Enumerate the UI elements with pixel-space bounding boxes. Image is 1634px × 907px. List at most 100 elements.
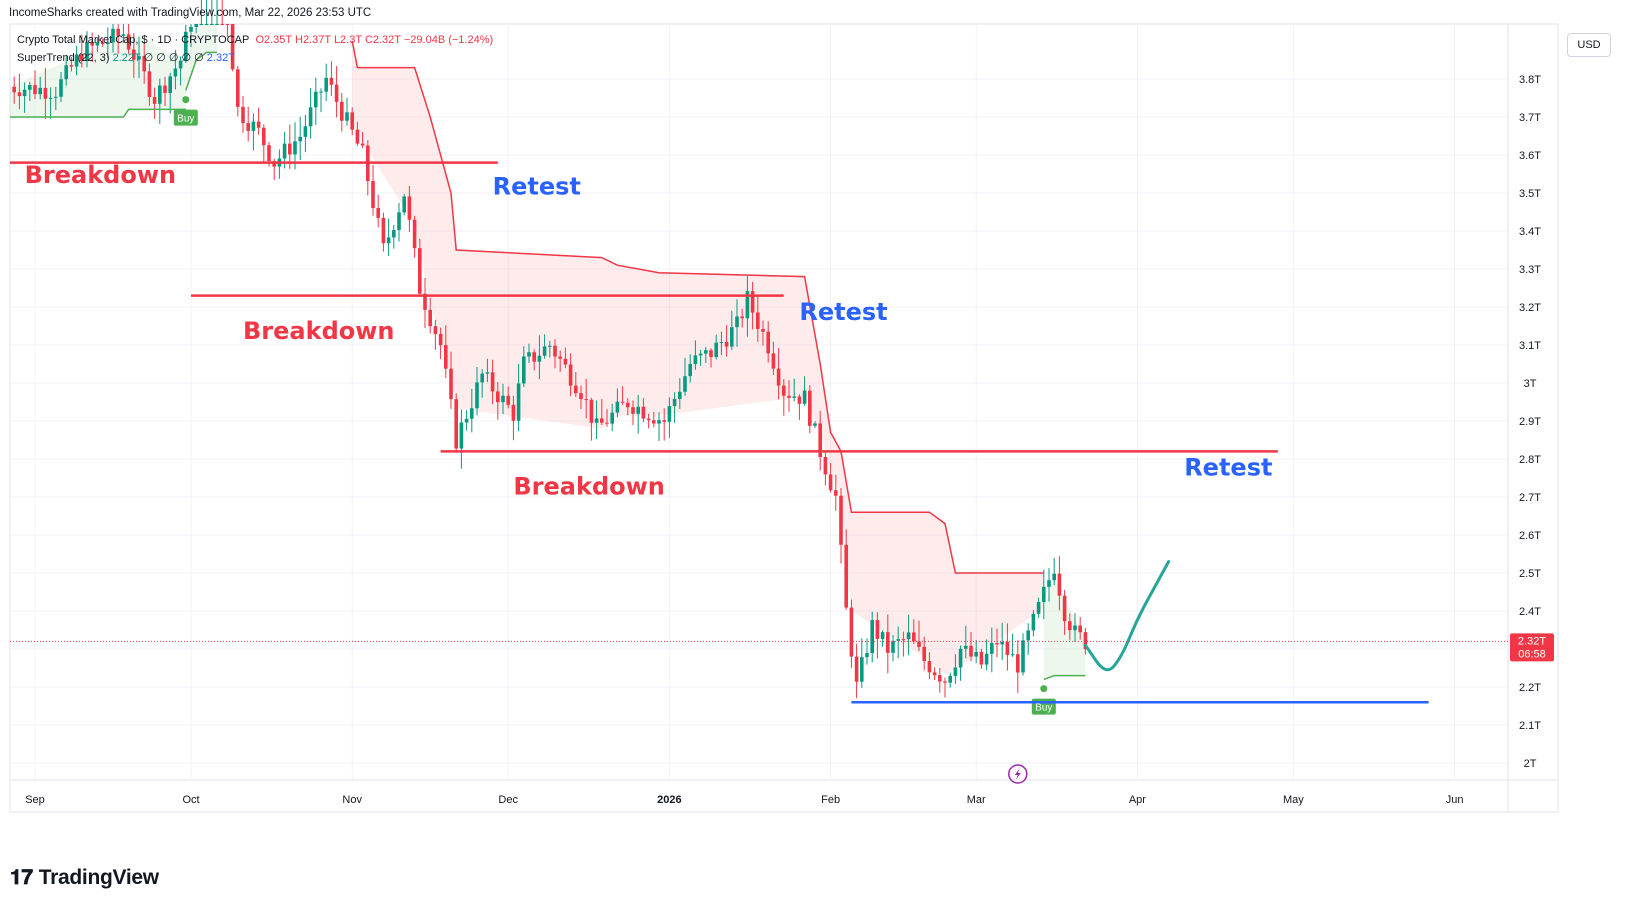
tradingview-logo-icon: 𝟏𝟕: [10, 866, 33, 889]
candle-body: [532, 352, 536, 362]
candle-body: [225, 24, 230, 25]
candle-body: [776, 368, 781, 386]
x-tick-label: Apr: [1129, 794, 1146, 806]
tradingview-logo[interactable]: 𝟏𝟕 TradingView: [10, 866, 159, 890]
candle-body: [839, 495, 843, 545]
candle-body: [59, 79, 63, 97]
candle-body: [678, 391, 682, 399]
candle-body: [204, 24, 209, 25]
y-tick-label: 3.6T: [1519, 150, 1541, 162]
candle-body: [485, 372, 490, 374]
candle-body: [932, 672, 937, 676]
x-tick-label: Oct: [182, 794, 199, 806]
candle-body: [241, 106, 245, 124]
annotation-label: Breakdown: [243, 317, 395, 345]
candle-body: [345, 112, 349, 121]
buy-signal-dot: [182, 96, 190, 104]
indicator-value-up: 2.22T: [112, 52, 141, 64]
candle-body: [106, 42, 110, 44]
candle-body: [407, 196, 412, 220]
annotation-label: Breakdown: [513, 473, 665, 501]
candle-body: [397, 212, 401, 231]
candle-body: [782, 385, 786, 396]
candle-body: [542, 346, 547, 356]
candle-body: [33, 85, 37, 95]
x-tick-label: Jun: [1446, 794, 1464, 806]
candle-body: [511, 404, 516, 421]
candle-body: [1026, 630, 1030, 641]
indicator-name[interactable]: SuperTrend (22, 3): [17, 52, 110, 64]
y-tick-label: 2.4T: [1519, 606, 1541, 618]
candle-body: [714, 342, 718, 358]
candle-body: [449, 368, 453, 400]
y-tick-label: 3.1T: [1519, 340, 1541, 352]
candle-body: [958, 648, 963, 668]
annotations: Breakdown Retest Breakdown Retest Breakdown R…: [10, 161, 1508, 704]
candle-body: [340, 101, 344, 121]
candle-body: [355, 129, 360, 144]
currency-button[interactable]: USD: [1567, 33, 1611, 57]
candle-body: [74, 54, 79, 67]
candle-body: [610, 412, 614, 424]
candle-body: [28, 85, 32, 90]
y-tick-label: 2.7T: [1519, 492, 1541, 504]
annotation-label: Retest: [1184, 454, 1272, 482]
candle-body: [880, 632, 885, 639]
lightning-icon: [1014, 768, 1021, 780]
candle-body: [371, 181, 375, 208]
candle-body: [522, 356, 526, 384]
chart-grid: [9, 23, 1559, 813]
symbol-name[interactable]: Crypto Total Market Cap, $ · 1D · CRYPTO…: [17, 34, 250, 46]
candle-body: [693, 355, 698, 365]
candle-body: [1010, 654, 1015, 656]
x-tick-label: Nov: [342, 794, 362, 806]
supertrend-bull-line: [185, 51, 217, 91]
candle-body: [246, 123, 250, 131]
candle-body: [137, 56, 141, 60]
candle-body: [672, 398, 677, 407]
candle-body: [579, 393, 583, 400]
candle-body: [828, 474, 833, 491]
candle-body: [475, 382, 479, 409]
candle-body: [657, 420, 661, 424]
indicator-legend[interactable]: SuperTrend (22, 3) 2.22T ∅ ∅ ∅ ∅ ∅ 2.32T: [17, 51, 235, 64]
candle-body: [132, 49, 136, 60]
candle-body: [745, 291, 750, 319]
supertrend-bear-line: [351, 40, 1044, 574]
candle-body: [1000, 641, 1004, 645]
y-tick-label: 2.6T: [1519, 530, 1541, 542]
candle-body: [574, 385, 578, 394]
candle-body: [85, 42, 89, 62]
candle-body: [256, 121, 261, 128]
annotation-label: Breakdown: [25, 161, 177, 189]
candle-body: [423, 293, 427, 310]
candle-body: [194, 24, 198, 27]
candle-body: [288, 143, 292, 155]
candle-body: [163, 85, 167, 93]
time-axis[interactable]: Sep Oct Nov Dec 2026 Feb Mar Apr May Jun: [25, 764, 1464, 806]
candle-body: [771, 353, 776, 369]
candle-body: [199, 24, 204, 25]
price-axis[interactable]: 3.8T 3.7T 3.6T 3.5T 3.4T 3.3T 3.2T 3.1T 3T 2.9T 2.…: [1510, 74, 1554, 770]
candle-body: [854, 656, 859, 682]
candle-body: [683, 376, 687, 392]
candle-body: [386, 237, 391, 244]
candle-body: [667, 406, 672, 422]
candle-body: [418, 248, 422, 294]
candle-body: [662, 420, 666, 422]
candle-body: [943, 681, 947, 683]
candle-body: [901, 639, 906, 641]
candle-body: [308, 107, 313, 127]
candle-body: [48, 97, 53, 99]
candle-body: [568, 364, 573, 386]
candle-body: [626, 402, 630, 408]
candle-body: [761, 328, 765, 332]
candle-body: [792, 396, 796, 398]
symbol-legend[interactable]: Crypto Total Market Cap, $ · 1D · CRYPTO…: [17, 34, 493, 46]
y-tick-label: 2T: [1524, 758, 1537, 770]
buy-signal-label: Buy: [177, 114, 194, 125]
candle-body: [470, 408, 474, 419]
candle-body: [984, 653, 989, 665]
candle-body: [126, 34, 131, 50]
